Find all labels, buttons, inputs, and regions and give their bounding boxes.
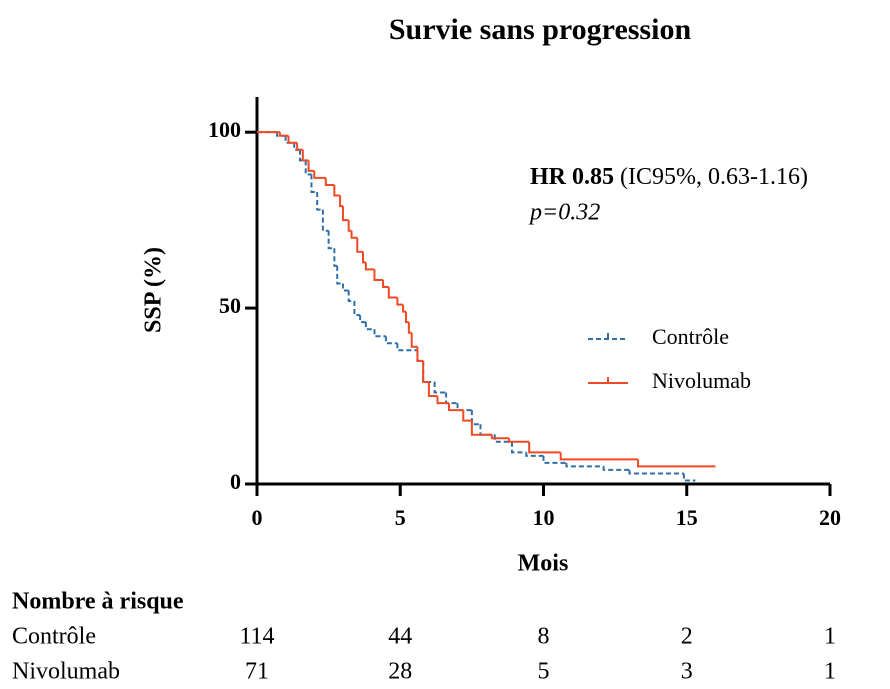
risk-count: 1: [824, 659, 836, 685]
survival-step: [456, 403, 472, 412]
survival-step: [304, 160, 312, 176]
survival-step: [559, 452, 639, 461]
y-tick-label: 50: [219, 293, 241, 318]
risk-count: 2: [681, 624, 693, 650]
survival-step: [321, 209, 329, 232]
survival-step: [296, 142, 303, 151]
survival-step: [402, 304, 406, 313]
survival-step: [327, 230, 335, 250]
risk-count: 28: [388, 659, 412, 685]
risk-count: 114: [239, 624, 274, 650]
survival-step: [479, 424, 495, 436]
survival-step: [436, 396, 449, 405]
survival-step: [333, 184, 341, 197]
x-tick-label: 0: [252, 505, 263, 530]
survival-step: [565, 462, 604, 468]
survival-step: [341, 283, 349, 292]
survival-step: [542, 455, 567, 464]
risk-count: 8: [538, 624, 550, 650]
survival-step: [310, 174, 318, 193]
legend-label: Nivolumab: [652, 368, 751, 393]
survival-step: [333, 248, 338, 267]
survival-step: [447, 403, 464, 412]
survival-step: [445, 392, 458, 405]
survival-step: [301, 149, 309, 162]
survival-step: [637, 459, 716, 468]
survival-step: [356, 237, 364, 253]
survival-step: [298, 149, 306, 162]
survival-step: [493, 434, 512, 443]
x-axis-label: Mois: [518, 551, 569, 577]
survival-step: [339, 195, 343, 208]
y-axis-label: SSP (%): [141, 247, 167, 333]
survival-step: [324, 177, 335, 186]
survival-step: [433, 381, 447, 394]
survival-step: [602, 466, 630, 471]
survival-step: [404, 311, 409, 324]
survival-step: [410, 332, 418, 348]
survival-step: [359, 315, 366, 324]
confidence-interval: (IC95%, 0.63-1.16): [620, 164, 808, 190]
risk-row-name: Contrôle: [12, 624, 96, 650]
survival-step: [307, 160, 315, 172]
survival-step: [525, 452, 544, 457]
risk-table-title: Nombre à risque: [12, 589, 184, 615]
survival-step: [341, 206, 349, 222]
survival-step: [384, 336, 398, 345]
survival-step: [364, 262, 375, 271]
survival-step: [284, 135, 295, 144]
survival-step: [373, 269, 384, 281]
survival-step: [470, 410, 481, 426]
hazard-ratio: HR 0.85: [530, 164, 614, 190]
survival-step: [373, 329, 386, 338]
survival-step: [416, 346, 424, 362]
survival-step: [382, 279, 389, 288]
survival-step: [347, 220, 352, 232]
x-tick-label: 5: [395, 505, 406, 530]
x-tick-label: 10: [533, 505, 555, 530]
survival-step: [278, 132, 289, 137]
survival-step: [682, 473, 696, 482]
survival-step: [528, 441, 561, 454]
p-value: p=0.32: [528, 200, 600, 226]
risk-count: 71: [245, 659, 269, 685]
annotation: HR 0.85 (IC95%, 0.63-1.16): [530, 164, 808, 190]
survival-step: [510, 441, 527, 454]
risk-row-name: Nivolumab: [12, 659, 120, 685]
survival-step: [396, 297, 404, 306]
survival-step: [387, 286, 398, 299]
risk-count: 1: [824, 624, 836, 650]
survival-step: [422, 360, 435, 383]
y-tick-label: 0: [230, 469, 241, 494]
survival-step: [407, 322, 412, 334]
survival-step: [628, 469, 684, 475]
survival-step: [313, 170, 326, 179]
survival-step: [422, 360, 429, 383]
survival-step: [490, 434, 510, 440]
x-tick-label: 15: [676, 505, 698, 530]
risk-count: 3: [681, 659, 693, 685]
survival-step: [287, 135, 298, 144]
survival-step: [462, 410, 472, 422]
survival-step: [364, 322, 375, 331]
x-tick-label: 20: [819, 505, 841, 530]
survival-step: [362, 251, 366, 264]
survival-step: [336, 265, 343, 285]
y-tick-label: 100: [208, 117, 241, 142]
survival-step: [316, 191, 323, 211]
survival-step: [427, 381, 438, 398]
survival-step: [508, 438, 530, 443]
risk-count: 5: [538, 659, 550, 685]
survival-step: [350, 230, 358, 239]
risk-count: 44: [388, 624, 412, 650]
survival-step: [396, 343, 418, 352]
chart-title: Survie sans progression: [389, 13, 692, 46]
legend-label: Contrôle: [652, 324, 729, 349]
survival-step: [353, 301, 361, 317]
survival-step: [347, 290, 355, 303]
survival-step: [470, 420, 492, 436]
